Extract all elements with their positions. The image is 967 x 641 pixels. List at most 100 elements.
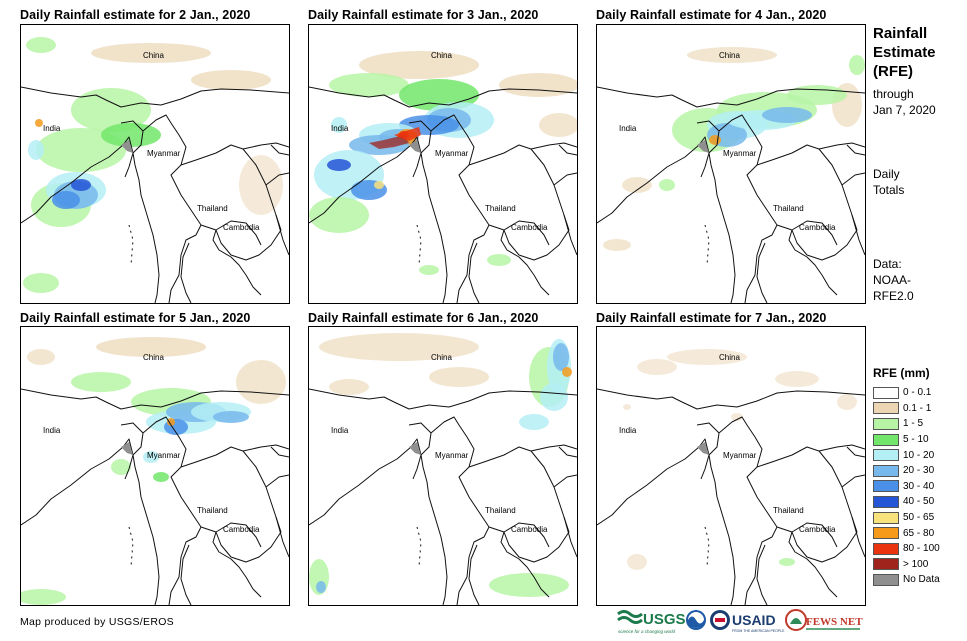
map-panel-5: China India Myanmar Thailand Cambodia <box>308 326 578 606</box>
cambodia-label: Cambodia <box>223 223 260 232</box>
china-border <box>309 388 577 410</box>
no-data-area <box>409 442 421 455</box>
rain-cell <box>849 55 865 75</box>
sidebar-title-line-2: Estimate <box>873 44 936 61</box>
vietnam-north-border <box>846 446 865 458</box>
sidebar-data-line-1: NOAA- <box>873 273 912 287</box>
heavy-rain-band <box>394 127 421 141</box>
rain-cell <box>779 558 795 566</box>
heavy-rain-band <box>369 135 409 149</box>
legend-item: 50 - 65 <box>873 510 940 526</box>
vietnam-north-border <box>846 144 865 156</box>
thailand-label: Thailand <box>773 204 804 213</box>
rain-cell <box>71 372 131 392</box>
rain-cell <box>667 349 747 365</box>
rain-cell <box>637 359 677 375</box>
legend-swatch <box>873 480 899 493</box>
rain-cell <box>709 135 721 145</box>
vietnam-border <box>818 142 865 150</box>
rain-cell <box>329 379 369 395</box>
thailand-laos-border <box>756 144 858 261</box>
legend-item: 20 - 30 <box>873 463 940 479</box>
legend-label: 40 - 50 <box>903 496 935 508</box>
india-coast <box>21 438 134 526</box>
cambodia-border <box>776 522 838 548</box>
thailand-label: Thailand <box>773 506 804 515</box>
legend-rows: 0 - 0.1 0.1 - 1 1 - 5 5 - 10 10 - 20 20 - 30 3… <box>873 385 940 588</box>
legend-item: 80 - 100 <box>873 541 940 557</box>
cambodia-border <box>200 522 262 548</box>
rain-cell <box>153 472 169 482</box>
rain-cell <box>331 117 347 133</box>
legend-item: 30 - 40 <box>873 479 940 495</box>
thai-gulf-coast <box>788 229 838 296</box>
vietnam-coast <box>841 172 865 256</box>
china-label: China <box>431 353 452 362</box>
rain-cell <box>329 73 409 97</box>
rain-cell <box>319 333 479 361</box>
base-map-5: China India Myanmar Thailand Cambodia <box>309 353 577 605</box>
sidebar-period: through Jan 7, 2020 <box>873 86 936 118</box>
rain-cell <box>28 140 44 160</box>
sidebar-title-line-1: Rainfall <box>873 25 928 42</box>
usgs-logo: USGS science for a changing world <box>617 610 686 634</box>
rain-cell <box>623 404 631 410</box>
sidebar-date: Jan 7, 2020 <box>873 103 936 117</box>
thailand-label: Thailand <box>197 506 228 515</box>
legend-label: 30 - 40 <box>903 480 935 492</box>
legend-swatch <box>873 464 899 477</box>
rain-overlay-2 <box>309 51 577 275</box>
rain-cell <box>687 47 777 63</box>
legend-title: RFE (mm) <box>873 366 930 380</box>
legend-item: 0.1 - 1 <box>873 401 940 417</box>
agency-logos: USGS science for a changing world USAID … <box>616 606 866 634</box>
legend-label: No Data <box>903 574 940 586</box>
panel-title-3: Daily Rainfall estimate for 4 Jan., 2020 <box>596 8 827 22</box>
india-coast <box>597 136 710 224</box>
base-map-2: China India Myanmar Thailand Cambodia <box>309 51 577 303</box>
peninsula-coast <box>756 544 768 605</box>
panel-title-6: Daily Rainfall estimate for 7 Jan., 2020 <box>596 311 827 325</box>
rain-cell <box>775 371 819 387</box>
rain-cell <box>27 349 55 365</box>
rain-cell <box>96 337 206 357</box>
svg-text:USAID: USAID <box>732 612 776 628</box>
rain-cell <box>359 51 479 79</box>
cambodia-label: Cambodia <box>799 223 836 232</box>
svg-text:science for a changing world: science for a changing world <box>618 629 676 634</box>
andaman-islands <box>704 526 710 568</box>
myanmar-coast <box>708 152 736 303</box>
rain-overlay-1 <box>23 37 283 293</box>
rain-cell <box>603 239 631 251</box>
legend-label: > 100 <box>903 558 929 570</box>
rain-cell <box>374 181 384 189</box>
rain-cell <box>731 413 743 421</box>
vietnam-north-border <box>558 446 577 458</box>
no-data-area <box>697 140 709 153</box>
sidebar-data-source: Data: NOAA- RFE2.0 <box>873 256 914 304</box>
china-border <box>21 86 289 108</box>
thai-gulf-coast <box>788 531 838 598</box>
peninsula-coast <box>180 242 192 303</box>
andaman-islands <box>128 224 134 266</box>
sidebar-through: through <box>873 87 914 101</box>
india-coast <box>309 438 422 526</box>
sidebar-totals: Totals <box>873 183 905 197</box>
andaman-islands <box>128 526 134 568</box>
legend-label: 10 - 20 <box>903 449 935 461</box>
myanmar-coast <box>132 152 160 303</box>
myanmar-label: Myanmar <box>435 451 469 460</box>
andaman-islands <box>416 224 422 266</box>
andaman-islands <box>704 224 710 266</box>
myanmar-coast <box>420 454 448 605</box>
thai-gulf-coast <box>500 229 550 296</box>
peninsula-coast <box>180 544 192 605</box>
rain-cell <box>622 177 652 193</box>
legend-item: 1 - 5 <box>873 416 940 432</box>
legend-label: 65 - 80 <box>903 527 935 539</box>
myanmar-label: Myanmar <box>435 149 469 158</box>
rain-cell <box>499 73 577 97</box>
legend-swatch <box>873 417 899 430</box>
india-label: India <box>43 124 61 133</box>
china-label: China <box>143 353 164 362</box>
